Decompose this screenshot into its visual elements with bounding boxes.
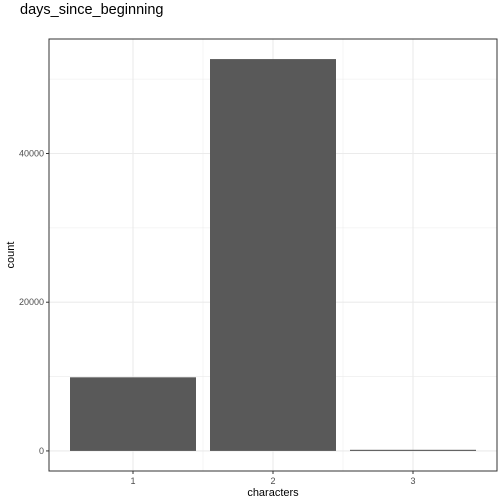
chart-title: days_since_beginning: [20, 2, 164, 18]
bar-2: [210, 59, 336, 451]
bar-3: [350, 449, 476, 451]
x-axis-title: characters: [247, 487, 299, 499]
y-axis-title: count: [5, 242, 17, 269]
x-tick-label: 3: [410, 476, 415, 486]
y-tick-label: 0: [39, 446, 44, 456]
axis-ticks: 0 20000 40000 1 2 3: [19, 149, 416, 486]
bars: [70, 59, 476, 451]
x-tick-label: 2: [270, 476, 275, 486]
y-tick-label: 20000: [19, 297, 44, 307]
bar-1: [70, 377, 196, 451]
x-tick-label: 1: [130, 476, 135, 486]
y-tick-label: 40000: [19, 149, 44, 159]
